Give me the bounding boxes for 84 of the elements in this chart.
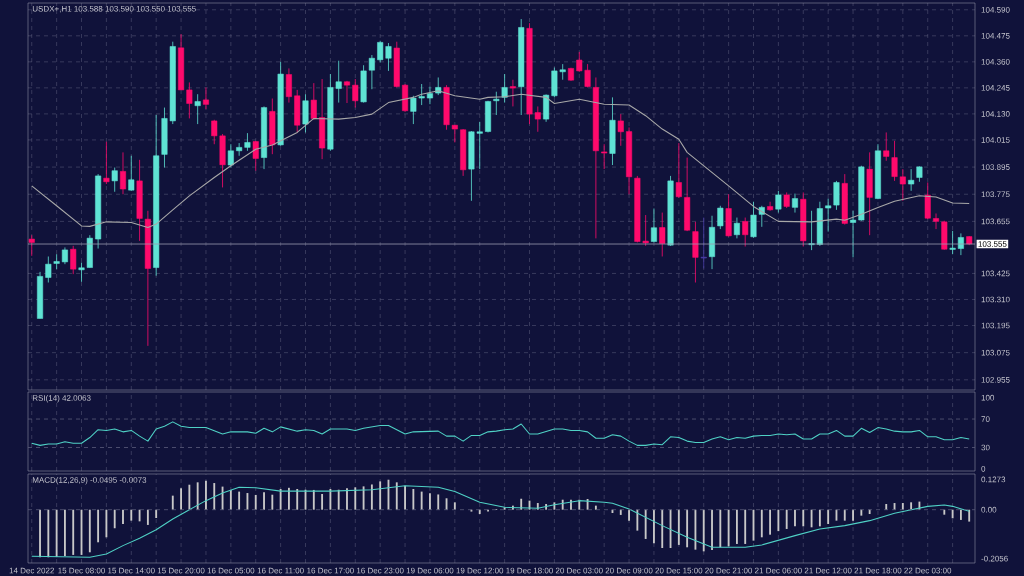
candlestick xyxy=(659,212,666,257)
y-tick-label: 103.895 xyxy=(981,164,1010,170)
ref-line-label: 103.555 xyxy=(978,241,1007,247)
x-tick-label: 16 Dec 11:00 xyxy=(257,567,304,574)
candlestick xyxy=(949,230,956,255)
y-tick-label: 103.425 xyxy=(981,270,1010,277)
y-tick-label: 104.360 xyxy=(981,59,1010,65)
candlestick xyxy=(186,82,193,119)
x-tick-label: 16 Dec 23:00 xyxy=(356,567,404,574)
candlestick xyxy=(742,217,749,247)
y-tick-label: 0 xyxy=(981,466,986,472)
candlestick xyxy=(650,208,657,243)
x-tick-label: 16 Dec 17:00 xyxy=(307,567,354,574)
candlestick xyxy=(543,94,550,123)
x-tick-label: 19 Dec 06:00 xyxy=(406,567,454,574)
candlestick xyxy=(617,113,624,147)
x-tick-label: 16 Dec 05:00 xyxy=(207,567,255,574)
x-tick-label: 20 Dec 21:00 xyxy=(705,567,753,574)
candlestick xyxy=(352,78,359,108)
line-series xyxy=(31,485,970,558)
candlestick xyxy=(501,73,508,103)
y-tick-label: 102.955 xyxy=(981,376,1010,383)
candlestick xyxy=(128,155,135,192)
x-tick-label: 19 Dec 18:00 xyxy=(506,567,553,574)
candlestick xyxy=(310,82,317,121)
candlestick xyxy=(767,201,774,212)
y-tick-label: 70 xyxy=(981,416,990,422)
x-tick-label: 20 Dec 03:00 xyxy=(555,567,603,574)
candlestick xyxy=(202,87,209,110)
x-tick-label: 21 Dec 18:00 xyxy=(854,567,902,574)
y-tick-label: 103.775 xyxy=(981,191,1010,198)
y-tick-label: 103.075 xyxy=(981,349,1010,356)
x-tick-label: 20 Dec 09:00 xyxy=(605,567,653,574)
chart-title: USDX+,H1 103.588 103.590 103.550 103.555 xyxy=(32,5,196,13)
y-tick-label: 104.245 xyxy=(981,85,1010,91)
x-tick-label: 15 Dec 14:00 xyxy=(108,567,155,574)
candlestick xyxy=(509,79,516,107)
x-tick-label: 20 Dec 15:00 xyxy=(655,567,703,574)
line-series xyxy=(31,421,970,446)
candlestick xyxy=(601,143,608,170)
candlestick xyxy=(850,210,857,258)
candlestick xyxy=(111,167,118,193)
y-tick-label: 103.655 xyxy=(981,218,1010,225)
candlestick xyxy=(45,256,52,283)
x-tick-label: 21 Dec 06:00 xyxy=(754,567,802,574)
candlestick xyxy=(883,132,890,162)
candlestick xyxy=(70,245,77,275)
y-tick-label: -0.2056 xyxy=(981,555,1008,562)
candlestick xyxy=(908,168,915,192)
candlestick xyxy=(791,193,798,213)
candlestick xyxy=(933,213,940,230)
candlestick xyxy=(493,91,500,116)
y-tick-label: 104.590 xyxy=(981,6,1010,13)
candlestick xyxy=(717,205,724,230)
candlestick xyxy=(775,190,782,213)
y-tick-label: 30 xyxy=(981,444,990,451)
x-tick-label: 15 Dec 08:00 xyxy=(58,567,105,574)
candlestick xyxy=(194,93,201,125)
candlestick xyxy=(426,86,433,105)
x-tick-label: 15 Dec 20:00 xyxy=(157,567,205,574)
chart-title: MACD(12,26,9) -0.0495 -0.0073 xyxy=(32,476,147,485)
candlestick xyxy=(285,68,292,103)
chart-title: RSI(14) 42.0063 xyxy=(32,394,91,403)
y-tick-label: 100 xyxy=(981,394,995,401)
candlestick xyxy=(227,143,234,168)
candlestick xyxy=(119,151,126,195)
y-tick-label: 0.00 xyxy=(981,506,997,513)
y-tick-label: 0.1273 xyxy=(981,476,1006,483)
x-tick-label: 14 Dec 2022 xyxy=(9,567,55,574)
y-tick-label: 103.195 xyxy=(981,322,1010,329)
x-tick-label: 19 Dec 12:00 xyxy=(456,567,504,574)
x-tick-label: 22 Dec 03:00 xyxy=(904,567,952,574)
candlestick xyxy=(675,142,682,199)
y-tick-label: 104.475 xyxy=(981,32,1010,39)
candlestick xyxy=(53,253,60,270)
y-tick-label: 103.310 xyxy=(981,296,1010,303)
y-tick-label: 104.130 xyxy=(981,111,1010,117)
candlestick xyxy=(733,217,740,239)
y-tick-label: 104.015 xyxy=(981,137,1010,143)
candlestick xyxy=(700,217,707,269)
candlestick xyxy=(103,141,110,185)
candlestick xyxy=(302,93,309,133)
x-tick-label: 21 Dec 12:00 xyxy=(804,567,852,574)
candlestick xyxy=(28,234,35,257)
